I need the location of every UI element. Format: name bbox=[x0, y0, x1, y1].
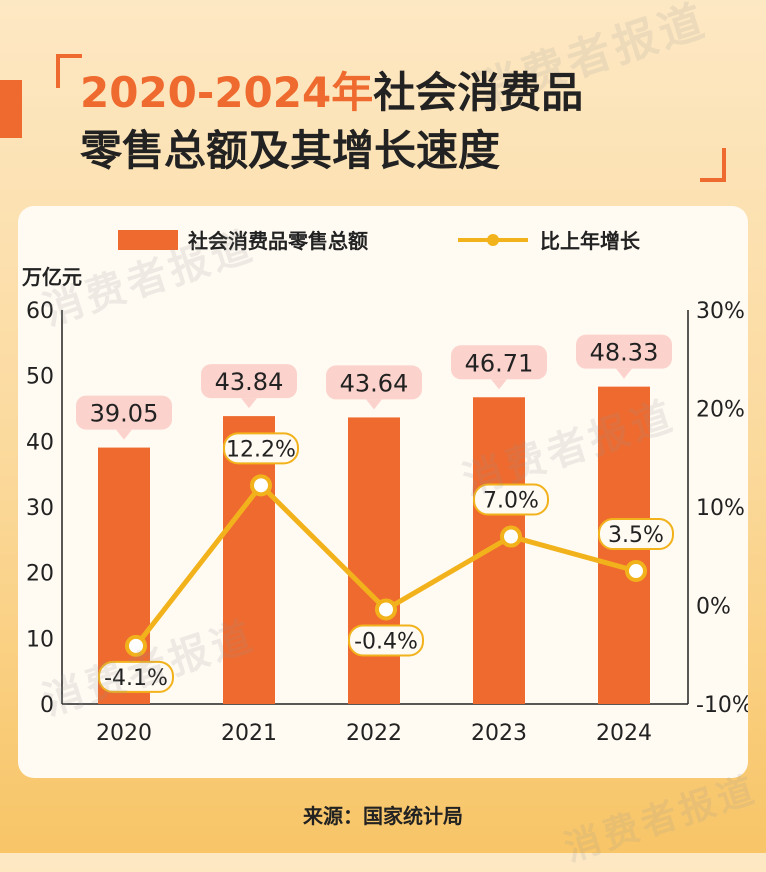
bracket-bottom-right bbox=[700, 148, 726, 182]
line-label-bubble bbox=[473, 483, 549, 516]
x-tick-label: 2020 bbox=[96, 721, 152, 746]
bar bbox=[473, 397, 525, 704]
legend-bar-label: 社会消费品零售总额 bbox=[187, 229, 368, 253]
bar-value-label: 48.33 bbox=[590, 339, 659, 367]
line-value-label: -4.1% bbox=[104, 666, 168, 691]
line-value-label: 12.2% bbox=[226, 437, 296, 462]
source-note: 来源：国家统计局 bbox=[303, 804, 463, 828]
line-point bbox=[625, 560, 647, 583]
x-tick-label: 2023 bbox=[471, 721, 527, 746]
y-tick-label: 30 bbox=[26, 496, 54, 521]
chart-card: 0 10 20 30 40 50 60 -10% 0% 10% 20% 30% 万亿元 社会消费品零售总额… bbox=[18, 206, 748, 778]
y2-tick-label: -10% bbox=[696, 693, 748, 718]
line-value-label: -0.4% bbox=[354, 629, 418, 654]
bar-label-bubble bbox=[576, 334, 672, 369]
bar-value-label: 43.64 bbox=[340, 369, 409, 397]
bar-label-pointer bbox=[366, 399, 382, 410]
x-tick-label: 2022 bbox=[346, 721, 402, 746]
bar-label-pointer bbox=[616, 368, 632, 379]
y-tick-label: 50 bbox=[26, 365, 54, 390]
bar-value-label: 43.84 bbox=[215, 368, 284, 396]
y2-tick-label: 10% bbox=[696, 496, 745, 521]
title-year-range: 2020-2024年 bbox=[80, 68, 374, 117]
bar-value-label: 46.71 bbox=[465, 349, 534, 377]
bar-label-bubble bbox=[201, 364, 297, 399]
bar-label-bubble bbox=[451, 345, 547, 380]
legend-line-marker bbox=[487, 234, 499, 246]
y-tick-label: 20 bbox=[26, 562, 54, 587]
y-tick-label: 10 bbox=[26, 627, 54, 652]
y-tick-label: 60 bbox=[26, 299, 54, 324]
line-label-bubble bbox=[98, 660, 174, 693]
x-tick-label: 2021 bbox=[221, 721, 277, 746]
y2-tick-label: 30% bbox=[696, 299, 745, 324]
y2-tick-label: 0% bbox=[696, 595, 731, 620]
bar bbox=[348, 417, 400, 704]
bar-label-pointer bbox=[241, 398, 257, 409]
y2-tick-label: 20% bbox=[696, 398, 745, 423]
y-tick-label: 40 bbox=[26, 430, 54, 455]
line-label-bubble bbox=[348, 624, 424, 657]
line-label-bubble bbox=[223, 432, 299, 465]
bar-label-pointer bbox=[116, 429, 132, 440]
line-value-label: 7.0% bbox=[483, 489, 539, 514]
line-point bbox=[125, 634, 147, 657]
chart-title: 2020-2024年社会消费品 零售总额及其增长速度 bbox=[80, 64, 720, 180]
chart-svg: 0 10 20 30 40 50 60 -10% 0% 10% 20% 30% 万亿元 社会消费品零售总额… bbox=[21, 229, 748, 746]
bracket-top-left bbox=[56, 54, 82, 88]
legend-line-label: 比上年增长 bbox=[540, 229, 641, 253]
line-point bbox=[375, 598, 397, 621]
title-line2: 零售总额及其增长速度 bbox=[80, 126, 501, 175]
bar-label-bubble bbox=[326, 365, 422, 400]
line-point bbox=[250, 474, 272, 497]
y-tick-label: 0 bbox=[40, 693, 54, 718]
legend-bar-swatch bbox=[118, 230, 178, 250]
x-tick-label: 2024 bbox=[596, 721, 652, 746]
line-label-bubble bbox=[598, 518, 674, 551]
left-accent-bar bbox=[0, 80, 22, 138]
bar-label-pointer bbox=[491, 379, 507, 390]
bar-label-bubble bbox=[76, 395, 172, 430]
title-subject: 社会消费品 bbox=[373, 68, 584, 117]
line-value-label: 3.5% bbox=[608, 523, 664, 548]
bar-value-label: 39.05 bbox=[90, 400, 159, 428]
line-point bbox=[500, 525, 522, 548]
y-axis-unit: 万亿元 bbox=[21, 265, 82, 289]
